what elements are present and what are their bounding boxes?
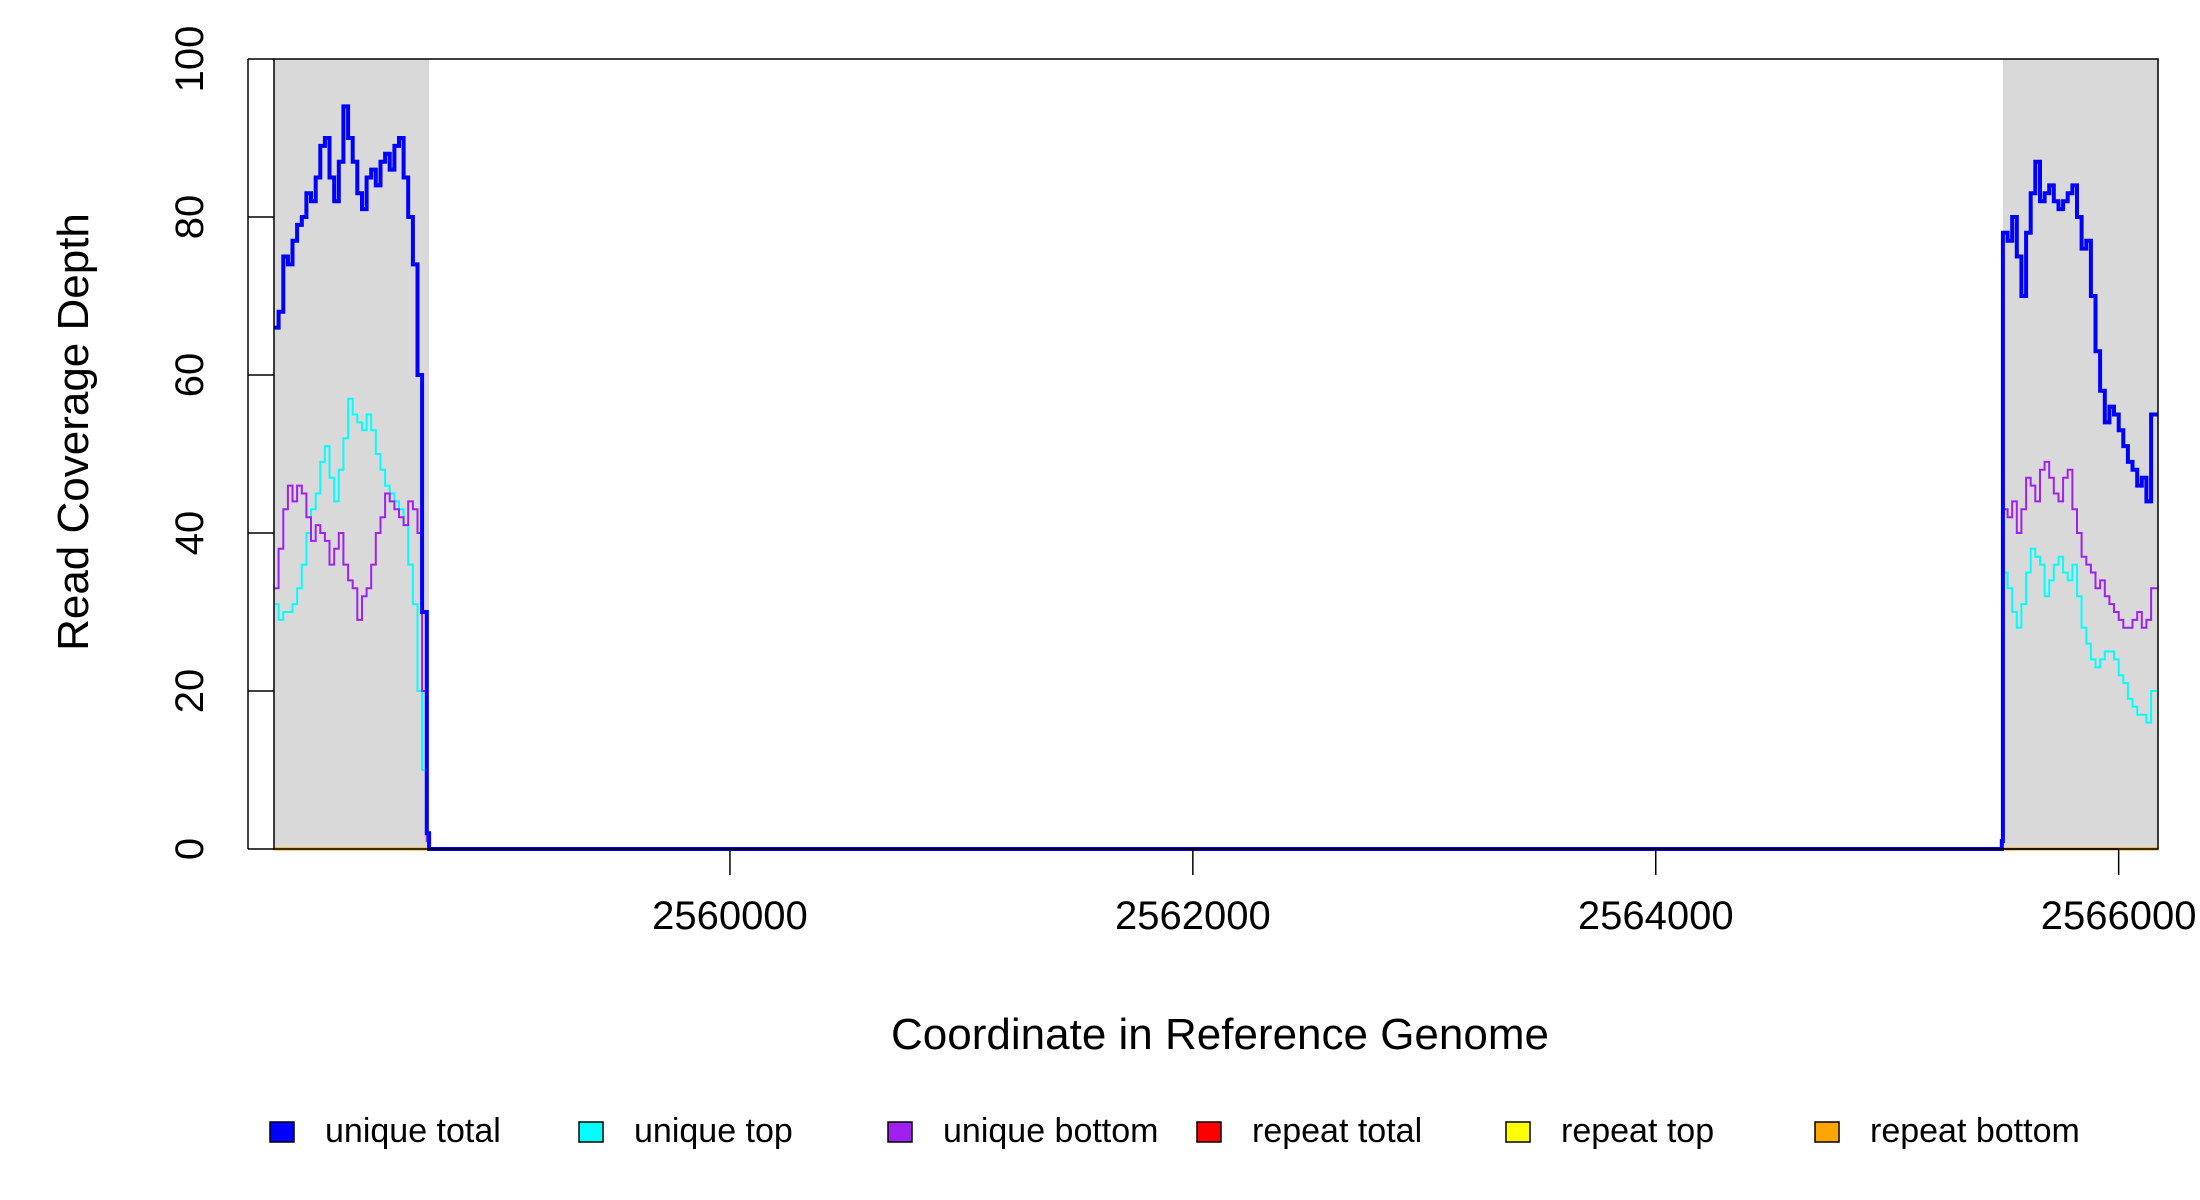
legend-item-unique-total: unique total xyxy=(269,1112,501,1150)
y-tick-label: 100 xyxy=(168,26,212,93)
y-axis-title: Read Coverage Depth xyxy=(49,213,98,651)
series-line-unique-top xyxy=(274,397,2158,850)
y-tick-label: 40 xyxy=(168,511,212,556)
legend-label: unique total xyxy=(325,1112,501,1150)
legend-item-unique-top: unique top xyxy=(578,1112,793,1150)
x-tick-label: 2566000 xyxy=(2041,894,2197,938)
series-line-unique-bottom xyxy=(274,460,2158,850)
x-tick-label: 2562000 xyxy=(1115,894,1271,938)
legend-item-repeat-total: repeat total xyxy=(1196,1112,1422,1150)
legend-swatch xyxy=(1814,1121,1840,1143)
legend-item-repeat-bottom: repeat bottom xyxy=(1814,1112,2080,1150)
shaded-region-2 xyxy=(2002,59,2158,849)
legend-swatch xyxy=(887,1121,913,1143)
y-tick-label: 80 xyxy=(168,195,212,240)
legend-swatch xyxy=(1505,1121,1531,1143)
legend: unique total unique top unique bottom repea… xyxy=(269,1112,2080,1150)
y-axis: 0 20 40 60 80 100 xyxy=(168,26,274,860)
series-lines xyxy=(274,104,2158,851)
series-line-unique-total xyxy=(274,104,2158,851)
legend-label: repeat top xyxy=(1561,1112,1714,1150)
shaded-region-1 xyxy=(274,59,430,849)
plot-frame xyxy=(273,58,2159,850)
legend-swatch xyxy=(1196,1121,1222,1143)
legend-item-repeat-top: repeat top xyxy=(1505,1112,1714,1150)
legend-swatch xyxy=(269,1121,295,1143)
shaded-regions xyxy=(274,59,2158,849)
y-tick-label: 60 xyxy=(168,353,212,398)
x-tick-label: 2564000 xyxy=(1578,894,1734,938)
legend-item-unique-bottom: unique bottom xyxy=(887,1112,1159,1150)
legend-swatch xyxy=(578,1121,604,1143)
y-tick-label: 0 xyxy=(168,838,212,860)
legend-label: repeat total xyxy=(1252,1112,1422,1150)
x-axis: 2560000 2562000 2564000 2566000 xyxy=(652,848,2197,938)
legend-label: unique bottom xyxy=(943,1112,1159,1150)
legend-label: unique top xyxy=(634,1112,793,1150)
x-tick-label: 2560000 xyxy=(652,894,808,938)
y-tick-label: 20 xyxy=(168,669,212,714)
x-axis-title: Coordinate in Reference Genome xyxy=(891,1010,1549,1059)
legend-label: repeat bottom xyxy=(1870,1112,2080,1150)
